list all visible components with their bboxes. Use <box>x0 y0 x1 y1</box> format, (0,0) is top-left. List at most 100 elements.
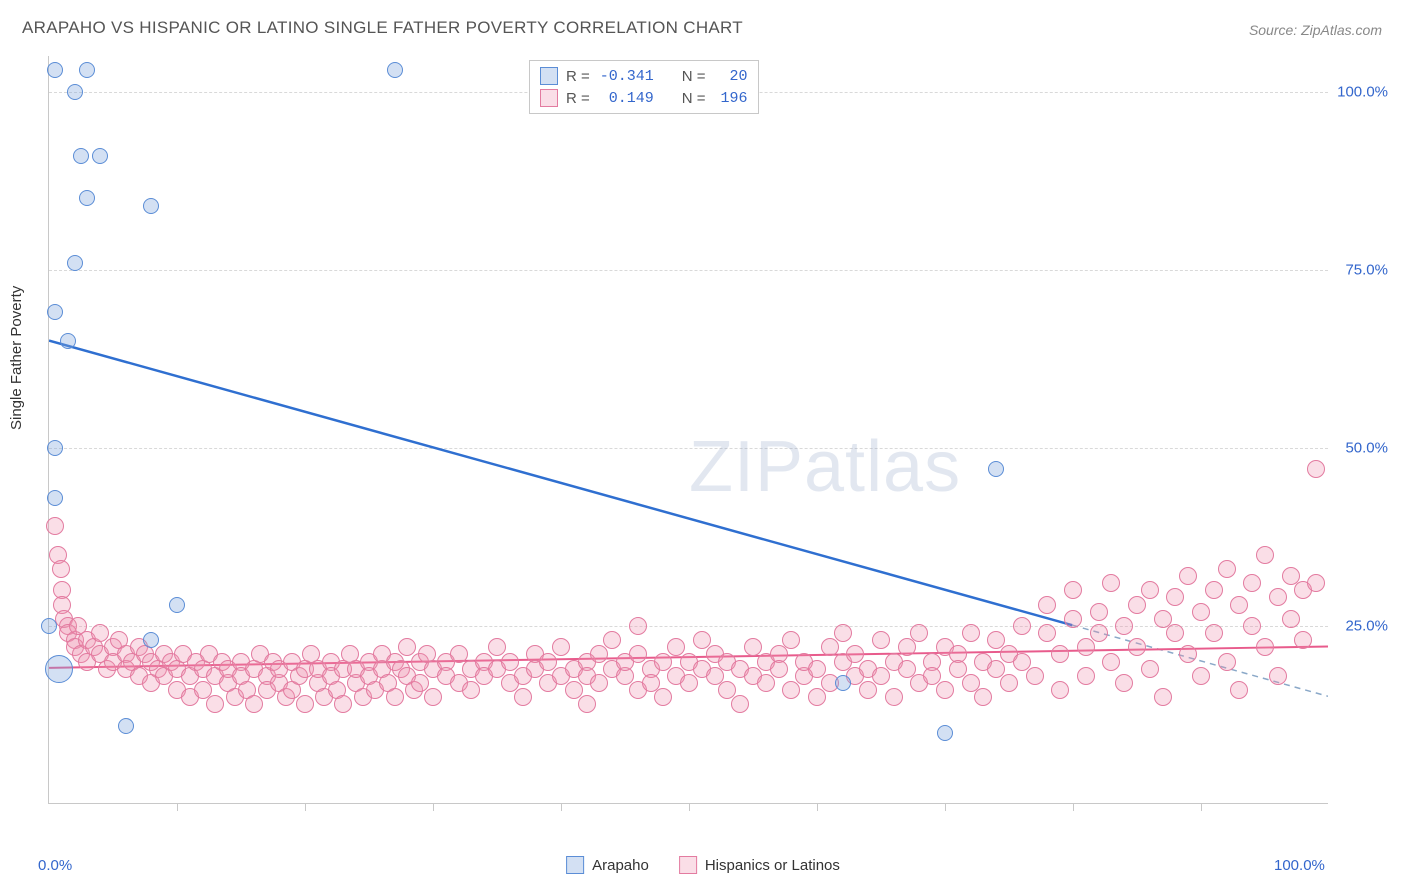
arapaho-point <box>143 632 159 648</box>
hispanic-point <box>1013 617 1031 635</box>
x-tick-label: 100.0% <box>1274 857 1325 874</box>
hispanic-point <box>872 631 890 649</box>
gridline <box>49 626 1328 627</box>
hispanic-point <box>910 624 928 642</box>
hispanic-point <box>629 617 647 635</box>
y-tick-label: 50.0% <box>1345 439 1388 456</box>
hispanic-point <box>680 674 698 692</box>
hispanic-point <box>885 688 903 706</box>
arapaho-point <box>47 440 63 456</box>
hispanic-point <box>1115 674 1133 692</box>
x-tick <box>689 803 690 811</box>
chart-container: ARAPAHO VS HISPANIC OR LATINO SINGLE FAT… <box>0 0 1406 892</box>
x-tick <box>817 803 818 811</box>
y-axis-label: Single Father Poverty <box>8 286 25 430</box>
hispanic-point <box>1026 667 1044 685</box>
x-tick <box>1073 803 1074 811</box>
hispanic-point <box>552 638 570 656</box>
arapaho-point <box>387 62 403 78</box>
hispanic-point <box>1128 596 1146 614</box>
hispanic-point <box>386 688 404 706</box>
hispanic-point <box>424 688 442 706</box>
hispanic-point <box>770 660 788 678</box>
hispanic-point <box>1282 610 1300 628</box>
hispanic-point <box>1218 560 1236 578</box>
hispanic-point <box>1243 574 1261 592</box>
arapaho-point <box>118 718 134 734</box>
hispanic-point <box>1205 624 1223 642</box>
hispanic-point <box>1154 688 1172 706</box>
hispanic-point <box>1166 624 1184 642</box>
hispanic-point <box>1090 603 1108 621</box>
hispanic-point <box>757 674 775 692</box>
hispanic-point <box>1090 624 1108 642</box>
arapaho-point <box>60 333 76 349</box>
swatch-hispanic <box>540 89 558 107</box>
hispanic-point <box>936 681 954 699</box>
x-tick-label: 0.0% <box>38 857 72 874</box>
arapaho-point <box>92 148 108 164</box>
x-tick <box>433 803 434 811</box>
hispanic-point <box>1230 681 1248 699</box>
swatch-arapaho <box>540 67 558 85</box>
hispanic-point <box>245 695 263 713</box>
r-value-arapaho: -0.341 <box>598 68 654 85</box>
hispanic-point <box>1077 638 1095 656</box>
n-value-hispanic: 196 <box>714 90 748 107</box>
hispanic-point <box>1307 574 1325 592</box>
legend-item-arapaho: Arapaho <box>566 856 649 874</box>
hispanic-point <box>1051 681 1069 699</box>
arapaho-point <box>67 84 83 100</box>
hispanic-point <box>808 688 826 706</box>
hispanic-point <box>296 695 314 713</box>
hispanic-point <box>898 638 916 656</box>
legend-row-arapaho: R = -0.341 N = 20 <box>540 65 748 87</box>
hispanic-point <box>974 688 992 706</box>
hispanic-point <box>1179 567 1197 585</box>
y-tick-label: 25.0% <box>1345 617 1388 634</box>
hispanic-point <box>1179 645 1197 663</box>
n-value-arapaho: 20 <box>714 68 748 85</box>
arapaho-point <box>41 618 57 634</box>
hispanic-point <box>590 674 608 692</box>
hispanic-point <box>1166 588 1184 606</box>
hispanic-point <box>1102 574 1120 592</box>
hispanic-point <box>782 631 800 649</box>
hispanic-point <box>654 688 672 706</box>
hispanic-point <box>1269 588 1287 606</box>
arapaho-point <box>988 461 1004 477</box>
hispanic-point <box>1256 546 1274 564</box>
hispanic-point <box>1294 631 1312 649</box>
hispanic-point <box>1077 667 1095 685</box>
hispanic-point <box>578 695 596 713</box>
hispanic-point <box>872 667 890 685</box>
gridline <box>49 270 1328 271</box>
x-tick <box>1201 803 1202 811</box>
hispanic-point <box>782 681 800 699</box>
arapaho-point <box>67 255 83 271</box>
hispanic-point <box>1243 617 1261 635</box>
arapaho-point <box>73 148 89 164</box>
legend-item-hispanic: Hispanics or Latinos <box>679 856 840 874</box>
chart-title: ARAPAHO VS HISPANIC OR LATINO SINGLE FAT… <box>22 18 743 38</box>
hispanic-point <box>1205 581 1223 599</box>
hispanic-point <box>206 695 224 713</box>
hispanic-point <box>1269 667 1287 685</box>
swatch-hispanic <box>679 856 697 874</box>
source-attribution: Source: ZipAtlas.com <box>1249 22 1382 38</box>
hispanic-point <box>1038 624 1056 642</box>
x-tick <box>305 803 306 811</box>
hispanic-point <box>1064 581 1082 599</box>
r-value-hispanic: 0.149 <box>598 90 654 107</box>
hispanic-point <box>1141 660 1159 678</box>
arapaho-point <box>47 62 63 78</box>
hispanic-point <box>603 631 621 649</box>
hispanic-point <box>514 688 532 706</box>
arapaho-point <box>143 198 159 214</box>
correlation-legend: R = -0.341 N = 20 R = 0.149 N = 196 <box>529 60 759 114</box>
hispanic-point <box>1256 638 1274 656</box>
arapaho-point <box>45 655 73 683</box>
arapaho-point <box>79 190 95 206</box>
hispanic-point <box>1038 596 1056 614</box>
hispanic-point <box>1307 460 1325 478</box>
